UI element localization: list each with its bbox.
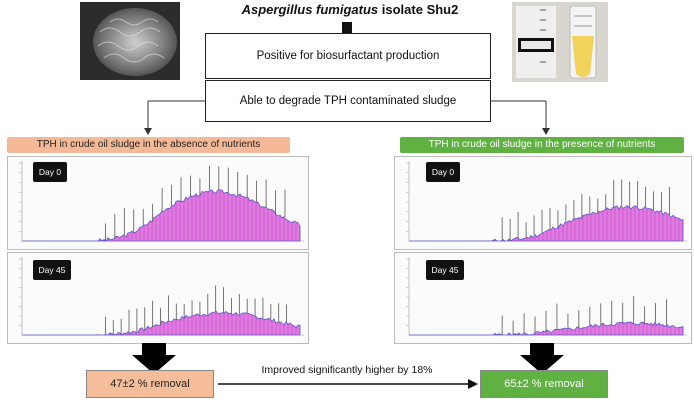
day0-label-left-text: Day 0 (38, 167, 62, 177)
connector-lines (144, 100, 550, 135)
sem-microscope-photo (80, 2, 180, 80)
no-nutrients-tag-text: TPH in crude oil sludge in the absence o… (36, 139, 261, 150)
biosurfactant-text: Positive for biosurfactant production (256, 50, 440, 62)
day0-label-left: Day 0 (33, 162, 67, 182)
organism-title: Aspergillus fumigatus isolate Shu2 (180, 2, 520, 17)
improvement-text-value: Improved significantly higher by 18% (261, 364, 433, 376)
removal-result-right: 65±2 % removal (480, 370, 608, 398)
removal-result-right-text: 65±2 % removal (504, 378, 584, 390)
with-nutrients-tag-text: TPH in crude oil sludge in the presence … (428, 139, 656, 150)
improvement-text: Improved significantly higher by 18% (222, 364, 472, 376)
day45-label-left: Day 45 (33, 260, 71, 280)
day0-label-right-text: Day 0 (431, 167, 455, 177)
comparison-arrow (218, 379, 478, 389)
no-nutrients-tag: TPH in crude oil sludge in the absence o… (7, 137, 290, 153)
degrade-box: Able to degrade TPH contaminated sludge (205, 80, 491, 122)
day0-label-right: Day 0 (426, 162, 460, 182)
removal-result-left: 47±2 % removal (86, 370, 214, 398)
black-down-arrow-icon-right (520, 343, 564, 374)
black-down-arrow-icon-left (132, 343, 176, 374)
day45-label-left-text: Day 45 (38, 265, 66, 275)
day45-label-right-text: Day 45 (431, 265, 459, 275)
organism-title-rest: isolate Shu2 (378, 2, 459, 17)
biosurfactant-box: Positive for biosurfactant production (205, 33, 491, 79)
organism-title-italic: Aspergillus fumigatus (241, 2, 379, 17)
with-nutrients-tag: TPH in crude oil sludge in the presence … (400, 137, 684, 153)
day45-label-right: Day 45 (426, 260, 464, 280)
removal-result-left-text: 47±2 % removal (110, 378, 190, 390)
title-connector (342, 22, 352, 34)
degrade-text: Able to degrade TPH contaminated sludge (239, 95, 457, 107)
test-tube-photo (512, 2, 608, 82)
